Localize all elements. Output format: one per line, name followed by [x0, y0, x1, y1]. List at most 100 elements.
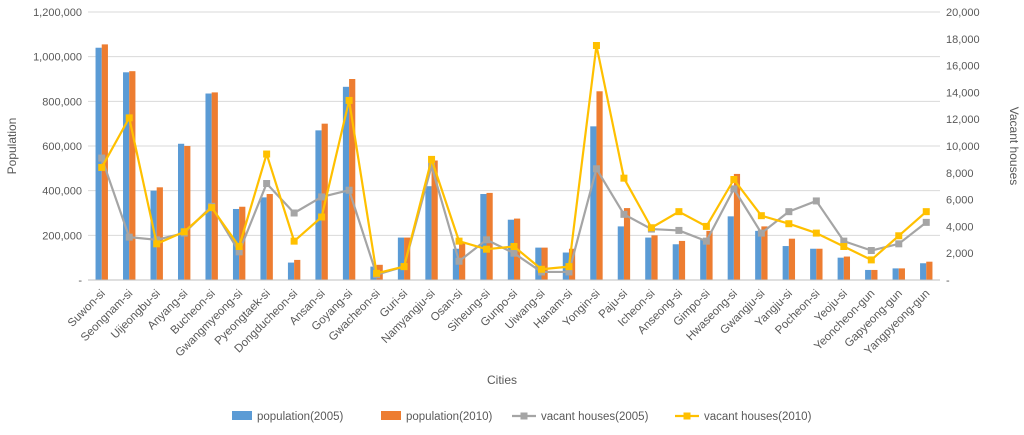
bar-population-2005 — [892, 268, 899, 280]
legend-bar-2005-label: population(2005) — [257, 411, 343, 423]
marker-vacant-houses-2005 — [757, 229, 765, 237]
bar-population-2010 — [431, 160, 438, 280]
bar-population-2010 — [898, 268, 905, 280]
bar-population-2010 — [651, 235, 658, 280]
bar-population-2010 — [816, 248, 823, 280]
bar-population-2010 — [623, 208, 631, 280]
y-axis-title-right: Vacant houses — [1007, 107, 1021, 186]
legend-line-2005-label: vacant houses(2005) — [541, 411, 649, 423]
bar-population-2010 — [211, 92, 218, 281]
bar-population-2010 — [733, 173, 741, 280]
marker-vacant-houses-2005 — [263, 180, 271, 188]
marker-vacant-houses-2010 — [373, 269, 381, 277]
marker-vacant-houses-2005 — [922, 218, 930, 226]
marker-vacant-houses-2005 — [483, 236, 491, 244]
bar-population-2010 — [541, 247, 548, 280]
bar-population-2005 — [260, 197, 267, 280]
bar-population-2005 — [287, 262, 295, 280]
marker-vacant-houses-2005 — [428, 162, 436, 170]
bar-population-2005 — [672, 244, 679, 280]
right-tick-label: 4,000 — [946, 221, 974, 233]
legend-line-2010-label: vacant houses(2010) — [704, 411, 812, 423]
marker-vacant-houses-2010 — [510, 243, 518, 250]
right-tick-label: 16,000 — [946, 61, 980, 73]
marker-vacant-houses-2010 — [647, 224, 655, 232]
left-tick-label: 1,200,000 — [33, 7, 82, 19]
bar-population-2010 — [184, 146, 191, 280]
bar-population-2010 — [596, 91, 603, 281]
bar-population-2010 — [678, 240, 686, 280]
marker-vacant-houses-2010 — [455, 237, 463, 245]
bar-population-2005 — [837, 257, 844, 280]
marker-vacant-houses-2010 — [290, 237, 298, 245]
marker-vacant-houses-2010 — [125, 114, 133, 122]
marker-vacant-houses-2010 — [428, 155, 436, 163]
bar-population-2005 — [177, 143, 185, 280]
marker-vacant-houses-2010 — [483, 245, 491, 253]
legend-bar-2010-swatch — [381, 411, 401, 420]
marker-vacant-houses-2005 — [840, 237, 848, 245]
marker-vacant-houses-2010 — [757, 212, 765, 220]
bar-population-2010 — [294, 259, 301, 280]
marker-vacant-houses-2005 — [620, 210, 628, 218]
marker-vacant-houses-2005 — [867, 247, 875, 255]
bar-population-2010 — [349, 79, 356, 280]
marker-vacant-houses-2010 — [98, 163, 106, 171]
marker-vacant-houses-2010 — [675, 208, 683, 216]
bar-population-2005 — [865, 269, 872, 280]
marker-vacant-houses-2005 — [98, 154, 106, 162]
bar-population-2005 — [700, 238, 707, 280]
left-tick-label: 200,000 — [42, 230, 82, 242]
marker-vacant-houses-2010 — [785, 220, 793, 228]
bar-population-2005 — [205, 93, 212, 281]
right-tick-label: 12,000 — [946, 114, 980, 126]
bar-population-2005 — [727, 216, 734, 280]
marker-vacant-houses-2010 — [730, 176, 738, 183]
marker-vacant-houses-2005 — [785, 208, 793, 216]
marker-vacant-houses-2010 — [867, 256, 875, 264]
marker-vacant-houses-2005 — [592, 165, 600, 173]
y-axis-title-left: Population — [5, 118, 19, 175]
marker-vacant-houses-2005 — [345, 186, 353, 194]
marker-vacant-houses-2010 — [318, 213, 326, 221]
marker-vacant-houses-2005 — [235, 248, 243, 256]
bar-population-2010 — [788, 238, 796, 280]
bar-population-2005 — [755, 230, 762, 280]
marker-vacant-houses-2010 — [345, 96, 353, 104]
right-tick-label: 8,000 — [946, 168, 974, 180]
marker-vacant-houses-2005 — [812, 197, 820, 205]
marker-vacant-houses-2010 — [592, 42, 600, 49]
right-tick-label: 18,000 — [946, 34, 980, 46]
right-tick-label: 14,000 — [946, 87, 980, 99]
marker-vacant-houses-2005 — [455, 257, 463, 265]
bar-population-2005 — [95, 47, 102, 280]
right-tick-label: 10,000 — [946, 141, 980, 153]
marker-vacant-houses-2010 — [153, 240, 161, 248]
bar-population-2010 — [761, 226, 768, 280]
bar-population-2005 — [535, 247, 542, 280]
marker-vacant-houses-2010 — [180, 228, 188, 236]
bar-population-2005 — [645, 237, 652, 280]
bar-population-2010 — [129, 71, 136, 280]
left-tick-label: 600,000 — [42, 141, 82, 153]
marker-vacant-houses-2010 — [702, 222, 710, 230]
left-tick-label: 1,000,000 — [33, 52, 82, 64]
right-tick-label: 2,000 — [946, 248, 974, 260]
marker-vacant-houses-2005 — [675, 226, 683, 234]
marker-vacant-houses-2005 — [318, 193, 326, 201]
bar-population-2010 — [926, 261, 933, 280]
marker-vacant-houses-2010 — [263, 150, 271, 158]
marker-vacant-houses-2010 — [537, 265, 545, 273]
marker-vacant-houses-2010 — [895, 232, 903, 240]
bar-population-2010 — [843, 256, 851, 280]
marker-vacant-houses-2010 — [922, 208, 930, 216]
marker-vacant-houses-2005 — [565, 268, 573, 276]
legend-bar-2005-swatch — [232, 411, 252, 420]
bar-population-2005 — [397, 237, 405, 280]
bar-population-2010 — [156, 187, 163, 280]
x-axis-title: Cities — [487, 373, 517, 387]
marker-vacant-houses-2010 — [812, 229, 820, 237]
bar-population-2005 — [782, 246, 789, 280]
